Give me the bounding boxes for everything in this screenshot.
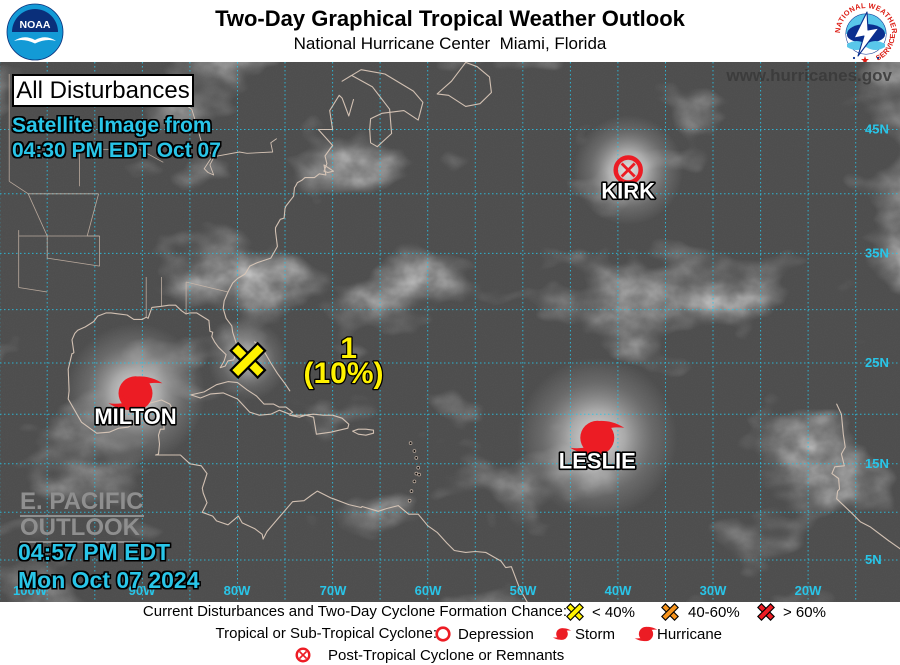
svg-text:Tropical or Sub-Tropical Cyclo: Tropical or Sub-Tropical Cyclone: [216,625,437,642]
svg-text:Post-Tropical Cyclone or Remna: Post-Tropical Cyclone or Remnants [328,647,564,664]
svg-text:45N: 45N [865,122,889,137]
svg-text:50W: 50W [510,583,537,598]
svg-text:LESLIE: LESLIE [559,449,636,474]
svg-text:5N: 5N [865,552,882,567]
svg-text:60W: 60W [415,583,442,598]
svg-text:MILTON: MILTON [94,404,176,429]
svg-text:KIRK: KIRK [601,179,655,204]
svg-text:Storm: Storm [575,626,615,643]
svg-text:Current Disturbances and Two-D: Current Disturbances and Two-Day Cyclone… [143,603,567,620]
svg-text:Depression: Depression [458,626,534,643]
svg-text:< 40%: < 40% [592,604,635,621]
svg-text:> 60%: > 60% [783,604,826,621]
svg-text:(10%): (10%) [303,357,383,390]
svg-text:25N: 25N [865,355,889,370]
svg-text:Hurricane: Hurricane [657,626,722,643]
svg-text:40-60%: 40-60% [688,604,740,621]
svg-text:40W: 40W [605,583,632,598]
svg-text:30W: 30W [700,583,727,598]
svg-text:20W: 20W [795,583,822,598]
svg-text:15N: 15N [865,456,889,471]
svg-text:35N: 35N [865,245,889,260]
